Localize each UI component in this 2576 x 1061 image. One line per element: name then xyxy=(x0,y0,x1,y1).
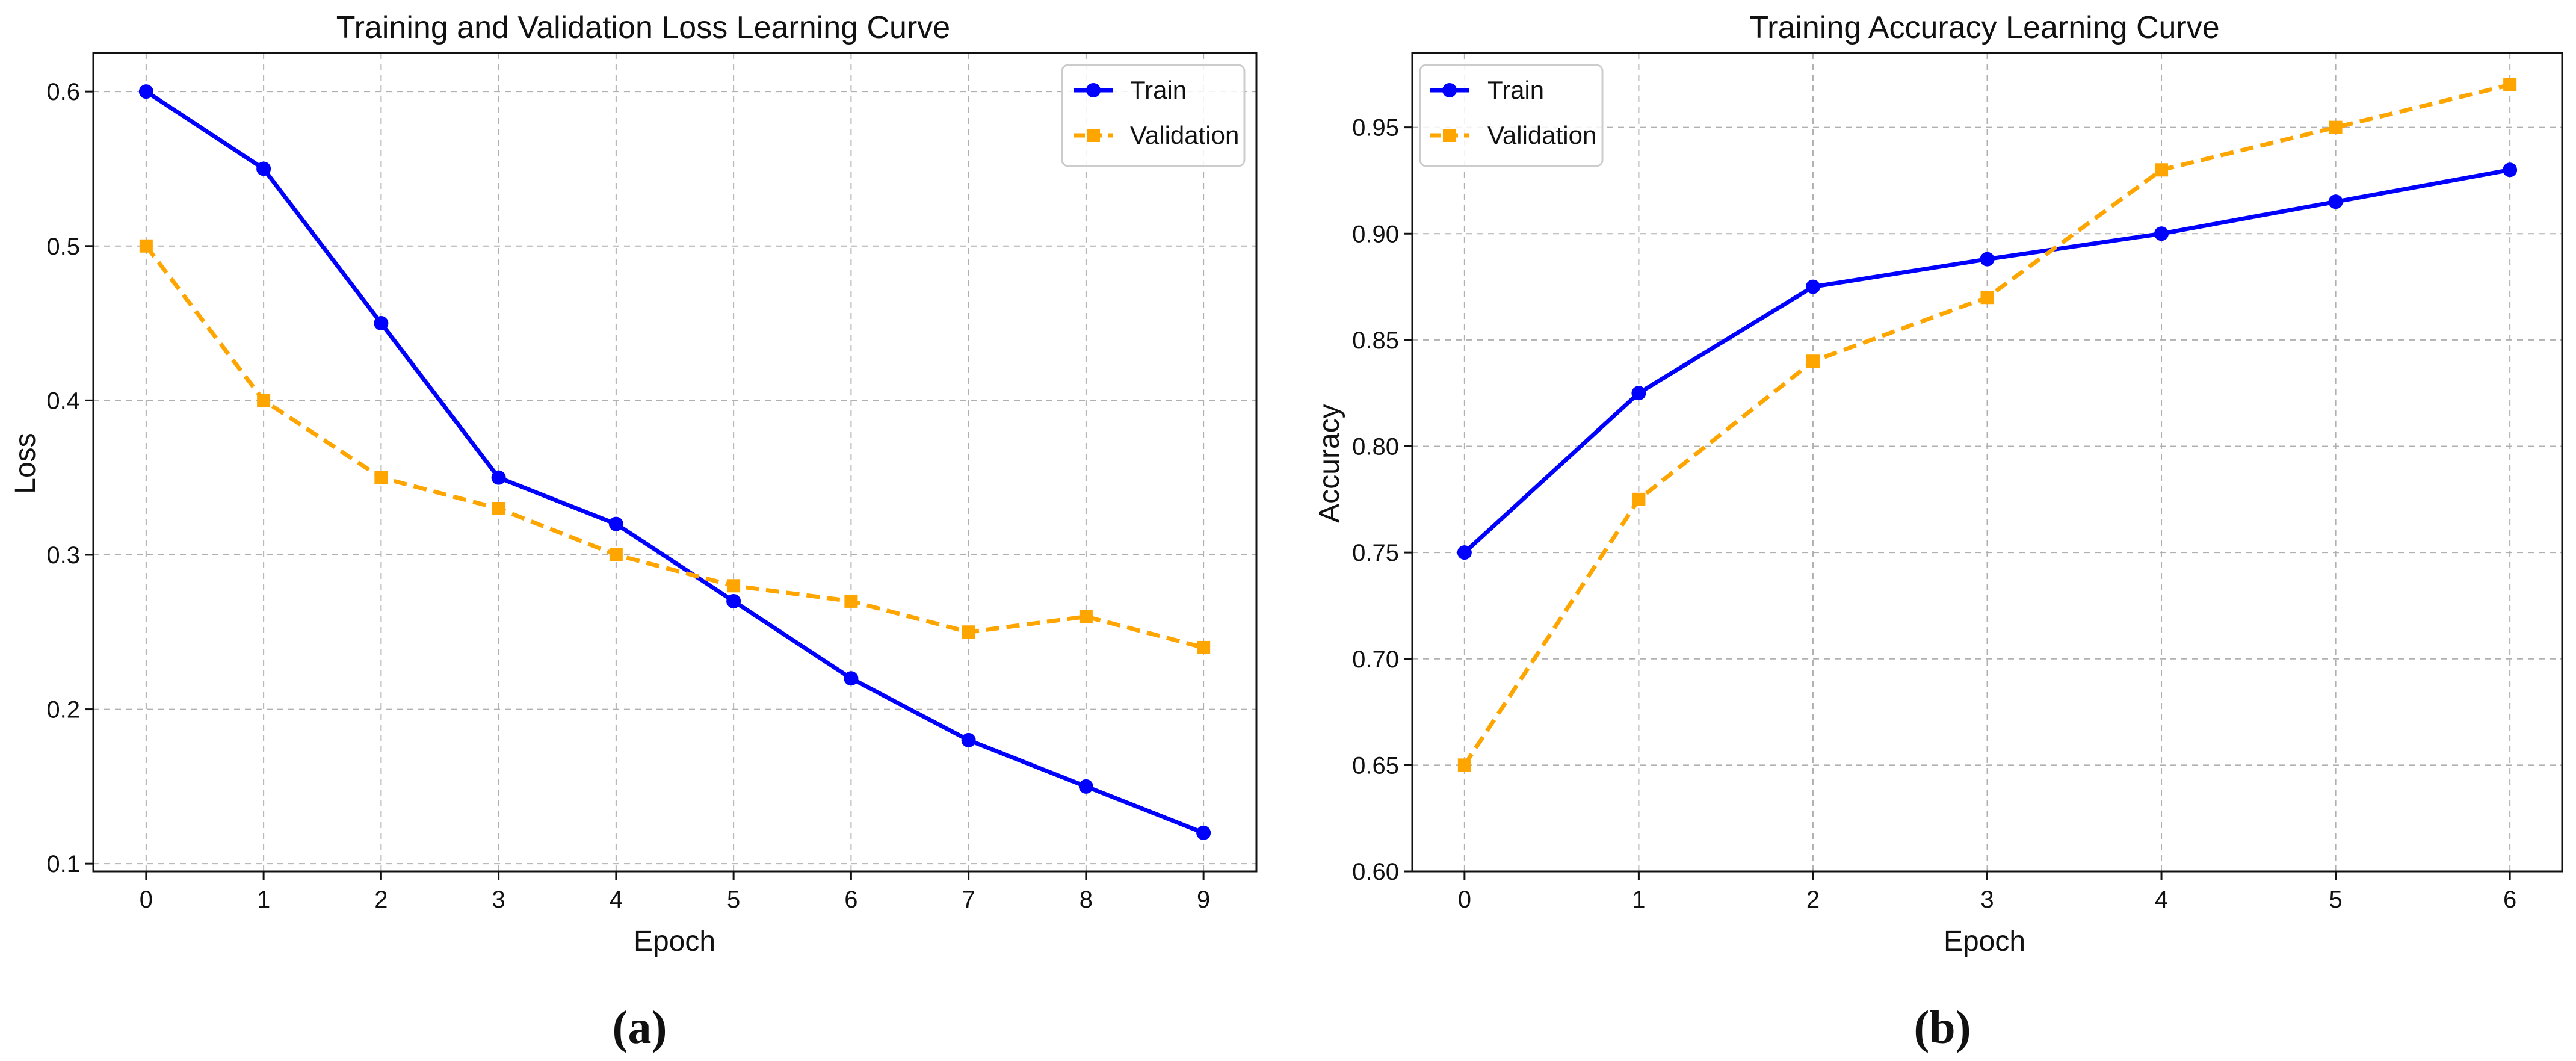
loss-y-tick-label: 0.4 xyxy=(46,388,80,414)
loss-x-tick-label: 7 xyxy=(962,886,975,913)
loss-x-tick-label: 2 xyxy=(374,886,388,913)
accuracy-train-point xyxy=(2503,162,2518,178)
legend-validation-label: Validation xyxy=(1130,121,1239,149)
loss-validation-point xyxy=(1079,610,1093,623)
panel-b-caption: (b) xyxy=(1913,1001,1971,1053)
accuracy-x-tick-label: 5 xyxy=(2329,886,2342,913)
loss-x-tick-label: 8 xyxy=(1080,886,1093,913)
loss-train-point xyxy=(844,671,859,686)
loss-x-tick-label: 5 xyxy=(727,886,740,913)
accuracy-train-point xyxy=(1805,279,1820,294)
loss-train-point xyxy=(491,470,506,485)
accuracy-y-tick-label: 0.90 xyxy=(1352,221,1399,247)
accuracy-validation-point xyxy=(2503,78,2517,91)
loss-train-point xyxy=(961,732,976,747)
accuracy-x-tick-label: 2 xyxy=(1806,886,1820,913)
loss-x-tick-label: 6 xyxy=(844,886,857,913)
accuracy-chart-ticks: 0 1 2 3 4 5 6 0.60 0.65 0.70 0.75 0.80 0.85 0.90 0.95 xyxy=(1352,115,2516,913)
accuracy-train-point xyxy=(2154,226,2169,241)
loss-x-tick-label: 1 xyxy=(257,886,270,913)
accuracy-chart-legend: Train Validation xyxy=(1419,64,1604,167)
accuracy-validation-point xyxy=(1632,492,1646,506)
accuracy-train-point xyxy=(1457,545,1472,560)
accuracy-chart-x-axis-label: Epoch xyxy=(1944,926,2025,957)
accuracy-y-tick-label: 0.75 xyxy=(1352,540,1399,566)
loss-chart-legend: Train Validation xyxy=(1061,64,1246,167)
accuracy-chart-panel: Training Accuracy Learning Curve 0 1 2 3 4 5 6… xyxy=(1314,10,2563,1053)
legend-train-marker xyxy=(1442,83,1457,97)
accuracy-y-tick-label: 0.65 xyxy=(1352,752,1399,779)
loss-chart-y-axis-label: Loss xyxy=(10,433,42,493)
loss-validation-point xyxy=(1197,640,1211,654)
accuracy-validation-point xyxy=(1457,758,1471,772)
accuracy-x-tick-label: 3 xyxy=(1980,886,1994,913)
legend-train-label: Train xyxy=(1487,76,1544,104)
accuracy-x-tick-label: 1 xyxy=(1632,886,1645,913)
loss-validation-point xyxy=(139,239,153,253)
loss-train-point xyxy=(256,161,271,176)
accuracy-x-tick-label: 0 xyxy=(1458,886,1471,913)
loss-y-tick-label: 0.1 xyxy=(46,851,80,877)
loss-train-point xyxy=(726,593,741,608)
legend-validation-marker xyxy=(1087,129,1100,142)
legend-train-marker xyxy=(1086,83,1101,97)
accuracy-y-tick-label: 0.70 xyxy=(1352,646,1399,673)
loss-validation-point xyxy=(492,501,505,515)
accuracy-validation-point xyxy=(2329,120,2343,134)
accuracy-y-tick-label: 0.95 xyxy=(1352,115,1399,141)
accuracy-chart-grid xyxy=(1412,53,2562,872)
loss-validation-point xyxy=(609,548,623,561)
loss-x-tick-label: 0 xyxy=(140,886,153,913)
legend-train-label: Train xyxy=(1130,76,1187,104)
loss-x-tick-label: 3 xyxy=(492,886,505,913)
legend-validation-label: Validation xyxy=(1487,121,1596,149)
loss-y-tick-label: 0.5 xyxy=(46,234,80,260)
loss-x-tick-label: 4 xyxy=(610,886,623,913)
loss-chart-series xyxy=(138,84,1211,840)
accuracy-x-tick-label: 6 xyxy=(2503,886,2516,913)
accuracy-y-tick-label: 0.60 xyxy=(1352,859,1399,885)
accuracy-y-tick-label: 0.80 xyxy=(1352,434,1399,460)
loss-validation-point xyxy=(844,594,858,608)
loss-train-point xyxy=(608,516,623,531)
loss-validation-point xyxy=(727,579,741,593)
loss-train-line xyxy=(144,89,1206,835)
loss-train-point xyxy=(374,316,389,331)
loss-validation-line xyxy=(144,244,1205,650)
loss-train-point xyxy=(138,84,153,99)
panel-a-caption: (a) xyxy=(613,1001,667,1053)
accuracy-chart-y-axis-label: Accuracy xyxy=(1314,404,1345,522)
loss-train-point xyxy=(1078,779,1093,794)
loss-y-tick-label: 0.6 xyxy=(46,79,80,105)
accuracy-chart-series xyxy=(1457,78,2518,772)
loss-chart-ticks: 0 1 2 3 4 5 6 7 8 9 0.1 0.2 0.3 0.4 0.5 0.6 xyxy=(46,79,1210,913)
loss-train-point xyxy=(1196,825,1211,840)
accuracy-train-point xyxy=(2328,194,2343,209)
loss-chart-plot-area xyxy=(92,52,1258,873)
accuracy-chart-title: Training Accuracy Learning Curve xyxy=(1749,10,2219,45)
loss-y-tick-label: 0.2 xyxy=(46,697,80,723)
loss-chart-x-axis-label: Epoch xyxy=(634,926,715,957)
loss-validation-point xyxy=(962,625,975,639)
loss-chart-panel: Training and Validation Loss Learning Cu… xyxy=(10,10,1258,1053)
accuracy-y-tick-label: 0.85 xyxy=(1352,327,1399,354)
accuracy-validation-point xyxy=(2155,163,2169,177)
accuracy-train-point xyxy=(1980,252,1995,267)
accuracy-validation-point xyxy=(1980,291,1994,305)
loss-chart-title: Training and Validation Loss Learning Cu… xyxy=(336,10,950,45)
accuracy-train-point xyxy=(1631,386,1646,401)
accuracy-x-tick-label: 4 xyxy=(2155,886,2168,913)
loss-y-tick-label: 0.3 xyxy=(46,542,80,569)
loss-x-tick-label: 9 xyxy=(1197,886,1210,913)
legend-validation-marker xyxy=(1443,129,1456,142)
loss-validation-point xyxy=(257,394,271,407)
accuracy-validation-point xyxy=(1806,354,1820,368)
loss-validation-point xyxy=(374,471,388,484)
